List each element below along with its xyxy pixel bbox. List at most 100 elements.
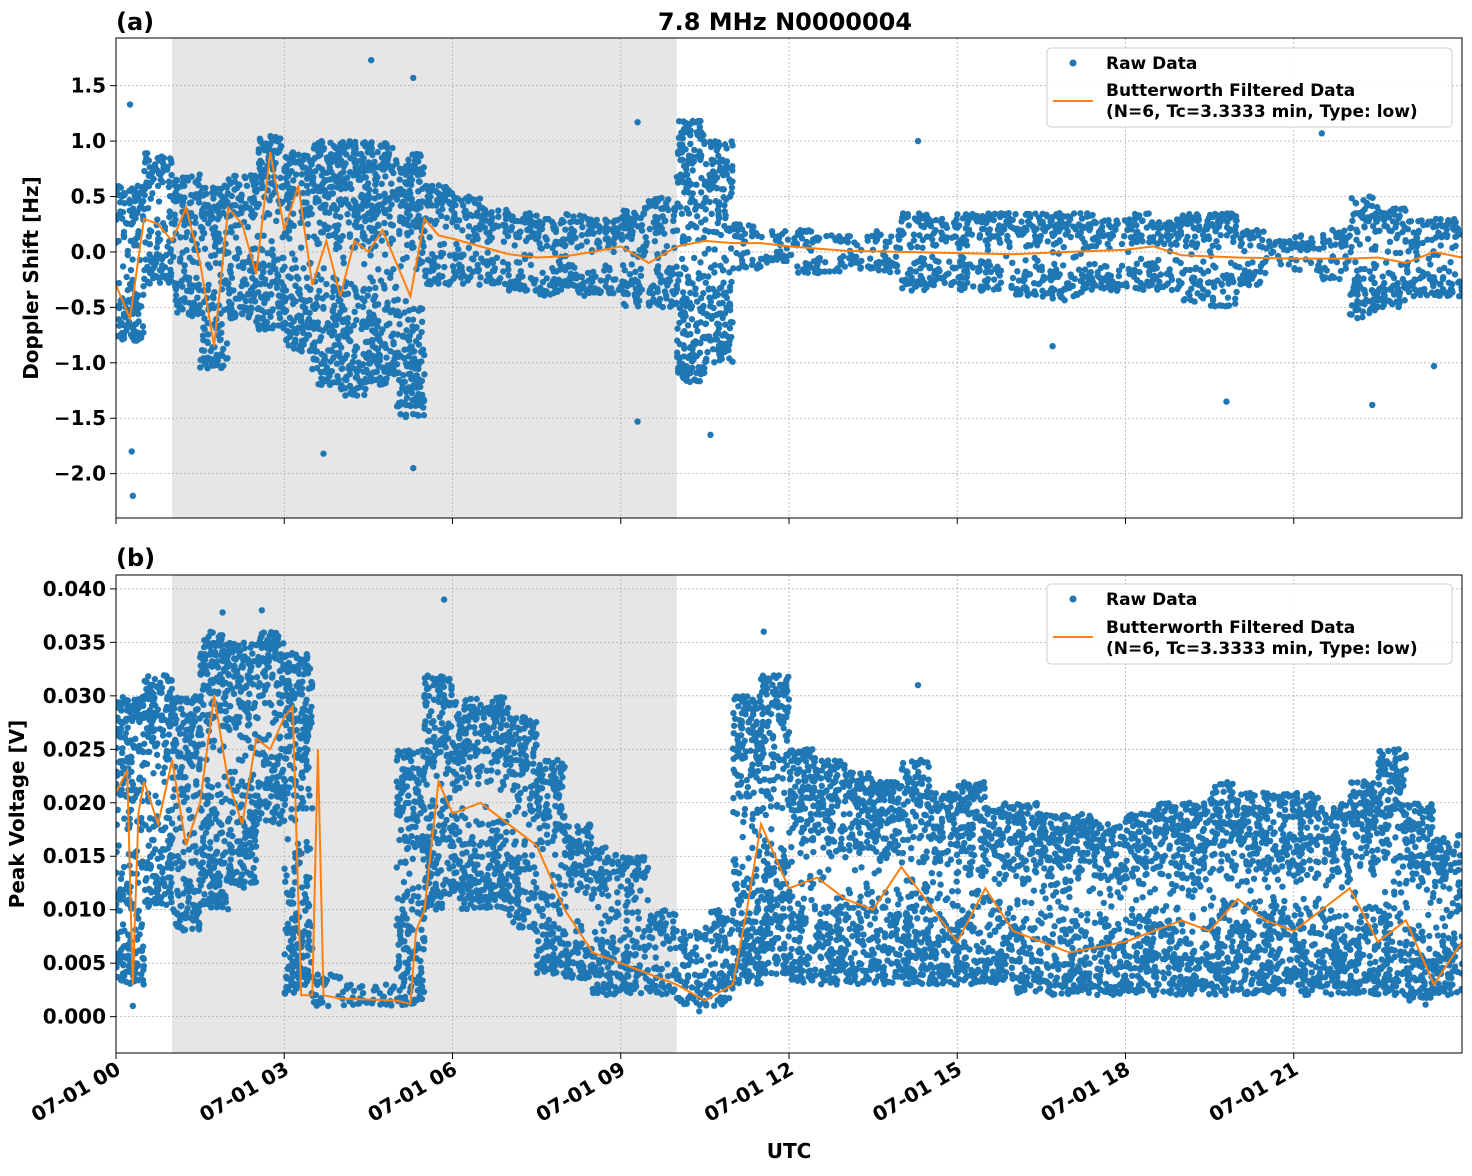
raw-data-point <box>1357 241 1363 247</box>
raw-data-point <box>913 217 919 223</box>
raw-data-point <box>991 211 997 217</box>
raw-data-point <box>485 271 491 277</box>
raw-data-point <box>134 234 140 240</box>
raw-data-point <box>429 202 435 208</box>
raw-data-point <box>711 269 717 275</box>
raw-data-point <box>728 245 734 251</box>
x-tick-label: 07-01 09 <box>532 1057 630 1127</box>
raw-data-point <box>385 195 391 201</box>
raw-data-point <box>552 239 558 245</box>
raw-data-point <box>1382 210 1388 216</box>
raw-data-point <box>195 176 201 182</box>
raw-data-point <box>205 282 211 288</box>
raw-data-point <box>338 186 344 192</box>
y-tick-label: 0.035 <box>43 630 106 654</box>
raw-data-point <box>211 205 217 211</box>
raw-data-point <box>471 197 477 203</box>
raw-data-point <box>788 252 794 258</box>
raw-data-point <box>716 321 722 327</box>
raw-data-point <box>366 225 372 231</box>
raw-data-point <box>685 273 691 279</box>
raw-data-point <box>642 249 648 255</box>
raw-data-point <box>1210 243 1216 249</box>
raw-data-point <box>694 320 700 326</box>
raw-data-point <box>691 255 697 261</box>
raw-data-point <box>842 263 848 269</box>
raw-data-point <box>681 126 687 132</box>
raw-data-point <box>140 292 146 298</box>
raw-data-point <box>146 280 152 286</box>
raw-data-point <box>1452 271 1458 277</box>
raw-data-outlier <box>915 138 921 144</box>
raw-data-point <box>180 199 186 205</box>
raw-data-point <box>479 216 485 222</box>
raw-data-point <box>201 230 207 236</box>
raw-data-point <box>1051 287 1057 293</box>
raw-data-point <box>1201 227 1207 233</box>
raw-data-point <box>420 346 426 352</box>
raw-data-point <box>1245 231 1251 237</box>
raw-data-point <box>355 224 361 230</box>
raw-data-point <box>1023 225 1029 231</box>
raw-data-point <box>1039 267 1045 273</box>
raw-data-point <box>500 259 506 265</box>
raw-data-point <box>512 242 518 248</box>
raw-data-point <box>654 217 660 223</box>
y-tick-label: 0.020 <box>43 791 106 815</box>
raw-data-point <box>1183 219 1189 225</box>
raw-data-point <box>726 355 732 361</box>
raw-data-point <box>1183 243 1189 249</box>
raw-data-point <box>351 145 357 151</box>
raw-data-point <box>1040 226 1046 232</box>
raw-data-point <box>266 197 272 203</box>
raw-data-point <box>736 265 742 271</box>
raw-data-point <box>710 168 716 174</box>
raw-data-point <box>1079 235 1085 241</box>
raw-data-point <box>1086 261 1092 267</box>
raw-data-point <box>121 330 127 336</box>
raw-data-point <box>987 226 993 232</box>
raw-data-point <box>150 265 156 271</box>
raw-data-point <box>606 239 612 245</box>
raw-data-point <box>650 282 656 288</box>
x-tick-label: 07-01 12 <box>700 1057 798 1127</box>
raw-data-point <box>670 218 676 224</box>
raw-data-point <box>199 310 205 316</box>
raw-data-point <box>290 301 296 307</box>
raw-data-point <box>337 171 343 177</box>
raw-data-point <box>226 299 232 305</box>
raw-data-point <box>311 355 317 361</box>
raw-data-point <box>357 384 363 390</box>
raw-data-point <box>632 277 638 283</box>
raw-data-point <box>390 222 396 228</box>
raw-data-point <box>360 368 366 374</box>
y-tick-label: 1.5 <box>71 74 106 98</box>
raw-data-point <box>1376 286 1382 292</box>
raw-data-point <box>728 279 734 285</box>
raw-data-point <box>831 268 837 274</box>
raw-data-point <box>372 285 378 291</box>
raw-data-point <box>682 313 688 319</box>
raw-data-point <box>119 720 125 726</box>
raw-data-point <box>300 303 306 309</box>
raw-data-point <box>567 277 573 283</box>
raw-data-point <box>676 135 682 141</box>
raw-data-point <box>1406 281 1412 287</box>
raw-data-point <box>893 253 899 259</box>
raw-data-point <box>270 263 276 269</box>
raw-data-point <box>340 254 346 260</box>
raw-data-point <box>275 322 281 328</box>
raw-data-point <box>984 278 990 284</box>
raw-data-point <box>247 310 253 316</box>
raw-data-point <box>186 311 192 317</box>
raw-data-point <box>1059 213 1065 219</box>
raw-data-point <box>288 329 294 335</box>
raw-data-point <box>397 411 403 417</box>
raw-data-point <box>1095 272 1101 278</box>
raw-data-point <box>259 166 265 172</box>
raw-data-point <box>1099 229 1105 235</box>
raw-data-point <box>156 198 162 204</box>
raw-data-point <box>296 286 302 292</box>
raw-data-point <box>1366 310 1372 316</box>
raw-data-point <box>1138 233 1144 239</box>
